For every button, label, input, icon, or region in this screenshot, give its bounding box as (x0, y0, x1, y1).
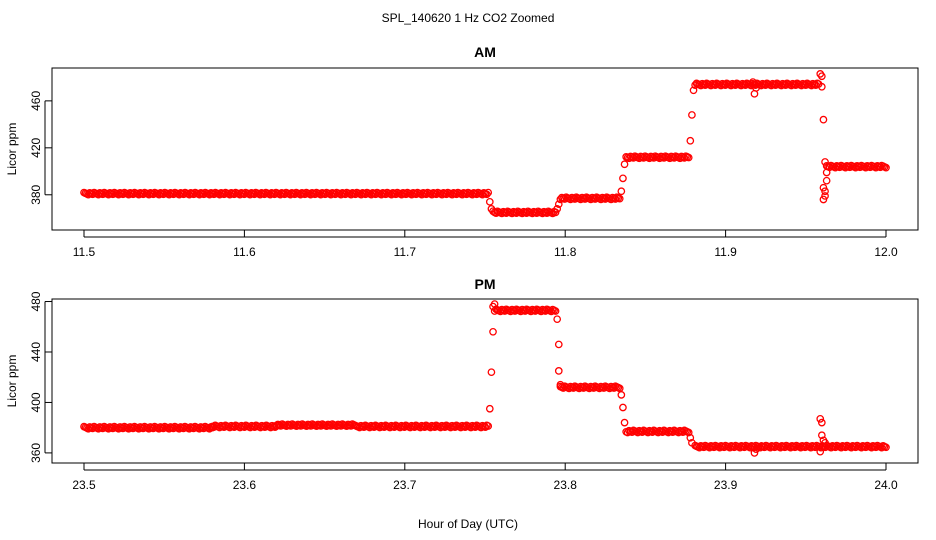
am-panel-title: AM (474, 44, 496, 60)
pm-data-point (620, 418, 629, 427)
pm-x-tick-label: 23.5 (72, 478, 96, 492)
am-data-point (822, 176, 831, 185)
am-data-point (821, 187, 829, 196)
pm-plot-frame (51, 298, 919, 464)
am-x-tick-label: 11.8 (554, 245, 577, 259)
pm-data-point (752, 445, 760, 453)
pm-y-tick-label: 480 (29, 291, 43, 311)
pm-data-point (619, 403, 627, 412)
am-y-axis-label: Licor ppm (5, 123, 19, 176)
pm-data-point (490, 300, 499, 308)
pm-data-point (554, 367, 563, 375)
pm-y-axis: 360 400 440 480 (29, 291, 52, 463)
pm-y-tick-label: 400 (29, 392, 43, 412)
am-data-point (688, 111, 696, 119)
x-axis-title: Hour of Day (UTC) (418, 517, 518, 531)
am-data-points (80, 70, 890, 218)
pm-data-point (882, 443, 890, 452)
am-data-point (485, 197, 494, 206)
pm-x-tick-label: 23.7 (393, 478, 417, 492)
am-data-point (689, 86, 698, 95)
am-y-tick-label: 380 (29, 184, 43, 204)
pm-data-point (551, 307, 560, 315)
am-x-axis: 11.5 11.6 11.7 11.8 11.9 12.0 (73, 230, 898, 259)
pm-data-point (816, 447, 825, 456)
am-x-tick-label: 11.9 (714, 245, 737, 259)
am-data-point (619, 174, 627, 183)
am-data-point (482, 190, 491, 199)
pm-data-point (817, 431, 826, 440)
pm-data-point (816, 414, 825, 423)
am-data-point (819, 115, 828, 124)
am-data-point (686, 136, 695, 145)
am-x-tick-label: 11.6 (233, 245, 256, 259)
am-data-point (620, 160, 629, 169)
pm-data-point (817, 418, 826, 427)
am-x-tick-label: 11.7 (394, 245, 417, 259)
pm-data-point (484, 422, 493, 430)
pm-x-axis: 23.5 23.6 23.7 23.8 23.9 24.0 (72, 463, 898, 492)
pm-data-point (821, 438, 829, 447)
am-data-point (752, 84, 760, 92)
am-data-point (484, 188, 493, 197)
pm-data-point (556, 380, 565, 389)
pm-data-point (489, 327, 497, 336)
pm-data-point (485, 404, 494, 413)
am-y-tick-label: 460 (29, 91, 43, 111)
pm-x-tick-label: 23.6 (233, 478, 257, 492)
am-data-point (822, 168, 831, 177)
am-plot-frame (51, 67, 919, 231)
am-x-tick-label: 12.0 (874, 245, 898, 259)
am-y-tick-label: 420 (29, 137, 43, 157)
am-data-point (615, 194, 624, 203)
pm-data-point (553, 315, 562, 324)
am-data-point (489, 207, 497, 216)
am-data-point (817, 82, 826, 91)
am-data-point (617, 187, 626, 196)
pm-panel-title: PM (475, 276, 496, 292)
pm-data-point (617, 391, 626, 399)
figure-title: SPL_140620 1 Hz CO2 Zoomed (382, 11, 555, 25)
pm-x-tick-label: 23.9 (714, 478, 738, 492)
am-data-point (553, 205, 562, 213)
am-data-point (817, 72, 826, 81)
am-data-point (819, 183, 828, 192)
pm-y-axis-label: Licor ppm (5, 355, 19, 408)
pm-data-point (487, 368, 496, 377)
pm-y-tick-label: 440 (29, 342, 43, 362)
am-data-point (821, 158, 829, 166)
am-x-tick-label: 11.5 (73, 245, 96, 259)
pm-data-point (686, 433, 695, 442)
pm-data-point (554, 340, 563, 349)
pm-data-point (688, 438, 696, 447)
pm-panel: PM Licor ppm 23.5 23.6 23.7 23.8 23.9 24.0 36… (5, 276, 919, 492)
am-panel: AM Licor ppm 11.5 11.6 11.7 11.8 11.9 12.0 38… (5, 44, 919, 259)
pm-data-point (750, 449, 759, 457)
pm-data-points (80, 300, 890, 457)
pm-x-tick-label: 23.8 (554, 478, 578, 492)
am-data-point (551, 208, 560, 217)
am-data-point (819, 195, 828, 204)
am-data-point (554, 200, 563, 209)
pm-x-tick-label: 24.0 (874, 478, 898, 492)
pm-y-tick-label: 360 (29, 443, 43, 463)
am-y-axis: 380 420 460 (29, 91, 52, 205)
am-data-point (749, 78, 757, 86)
am-data-point (684, 153, 693, 162)
am-data-point (821, 192, 829, 200)
am-data-point (882, 163, 890, 172)
pm-data-point (684, 428, 693, 437)
